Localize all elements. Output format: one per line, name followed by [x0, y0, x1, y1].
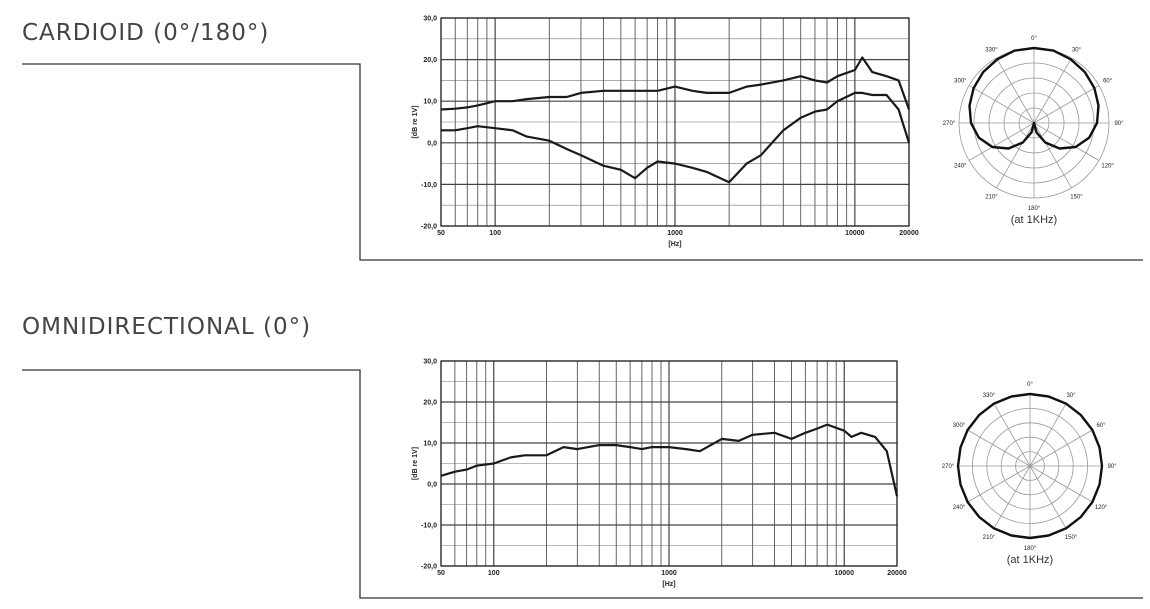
- y-tick-label: 30,0: [423, 16, 437, 23]
- x-tick-label: 10000: [835, 570, 855, 577]
- response-curve: [441, 91, 911, 184]
- section-title: OMNIDIRECTIONAL (0°): [22, 314, 311, 340]
- angle-label: 210°: [985, 195, 998, 201]
- angle-label: 150°: [1070, 195, 1083, 201]
- polar-spoke: [1029, 465, 1067, 529]
- polar-spoke: [1033, 122, 1072, 189]
- angle-label: 120°: [1101, 164, 1114, 170]
- angle-label: 60°: [1096, 423, 1106, 429]
- y-tick-label: -20,0: [421, 224, 437, 231]
- plot-frame: [440, 360, 898, 567]
- angle-label: 60°: [1103, 79, 1113, 85]
- y-tick-label: 10,0: [423, 441, 437, 448]
- polar-spoke: [1029, 403, 1067, 467]
- polar-spoke: [1033, 122, 1100, 161]
- polar-note: (at 1KHz): [1011, 214, 1057, 226]
- polar-spoke: [996, 122, 1035, 189]
- x-tick-label: 50: [437, 570, 445, 577]
- y-tick-label: 20,0: [423, 400, 437, 407]
- y-tick-label: 10,0: [423, 99, 437, 106]
- x-tick-label: 50: [437, 230, 445, 237]
- x-tick-label: 100: [488, 570, 500, 577]
- polar-spoke: [993, 403, 1031, 467]
- response-curve: [440, 423, 899, 497]
- polar-pattern: [956, 392, 1104, 540]
- y-tick-label: -10,0: [421, 182, 437, 189]
- response-curve: [440, 56, 911, 111]
- polar-spoke: [1033, 85, 1100, 124]
- y-tick-label: -20,0: [421, 564, 437, 571]
- y-tick-label: 0,0: [427, 140, 437, 147]
- angle-label: 330°: [983, 393, 996, 399]
- x-tick-label: 1000: [661, 570, 677, 577]
- section-title: CARDIOID (0°/180°): [22, 20, 269, 46]
- angle-label: 120°: [1095, 505, 1108, 511]
- angle-label: 270°: [943, 121, 956, 127]
- angle-label: 240°: [953, 505, 966, 511]
- angle-label: 210°: [983, 535, 996, 541]
- angle-label: 180°: [1024, 546, 1037, 552]
- y-axis-label: [dB re 1V]: [412, 105, 419, 138]
- section-frame: [22, 369, 1143, 599]
- angle-label: 300°: [954, 79, 967, 85]
- angle-label: 90°: [1114, 121, 1124, 127]
- polar-spoke: [993, 465, 1031, 529]
- x-tick-label: 1000: [667, 230, 683, 237]
- y-tick-label: -10,0: [421, 523, 437, 530]
- section-frame: [22, 63, 1143, 261]
- angle-label: 330°: [985, 47, 998, 53]
- polar-spoke: [968, 85, 1035, 124]
- y-axis-label: [dB re 1V]: [412, 447, 419, 480]
- polar-spoke: [1029, 429, 1093, 467]
- angle-label: 90°: [1107, 464, 1117, 470]
- polar-note: (at 1KHz): [1007, 554, 1053, 566]
- polar-spoke: [968, 122, 1035, 161]
- polar-spoke: [967, 429, 1031, 467]
- polar-spoke: [967, 465, 1031, 503]
- polar-spoke: [1033, 57, 1072, 124]
- x-tick-label: 100: [489, 230, 501, 237]
- angle-label: 150°: [1065, 535, 1078, 541]
- polar-pattern: [968, 46, 1100, 150]
- x-tick-label: 20000: [887, 570, 907, 577]
- x-tick-label: 10000: [845, 230, 865, 237]
- angle-label: 0°: [1031, 36, 1037, 42]
- y-tick-label: 0,0: [427, 482, 437, 489]
- polar-spoke: [1029, 465, 1093, 503]
- angle-label: 30°: [1072, 47, 1082, 53]
- angle-label: 240°: [954, 164, 967, 170]
- polar-spoke: [996, 57, 1035, 124]
- x-axis-label: [Hz]: [668, 241, 681, 248]
- angle-label: 270°: [942, 464, 955, 470]
- x-axis-label: [Hz]: [662, 581, 675, 588]
- angle-label: 180°: [1028, 206, 1041, 212]
- angle-label: 30°: [1066, 393, 1076, 399]
- angle-label: 0°: [1027, 382, 1033, 388]
- angle-label: 300°: [953, 423, 966, 429]
- y-tick-label: 30,0: [423, 359, 437, 366]
- x-tick-label: 20000: [899, 230, 919, 237]
- y-tick-label: 20,0: [423, 57, 437, 64]
- plot-frame: [440, 17, 910, 227]
